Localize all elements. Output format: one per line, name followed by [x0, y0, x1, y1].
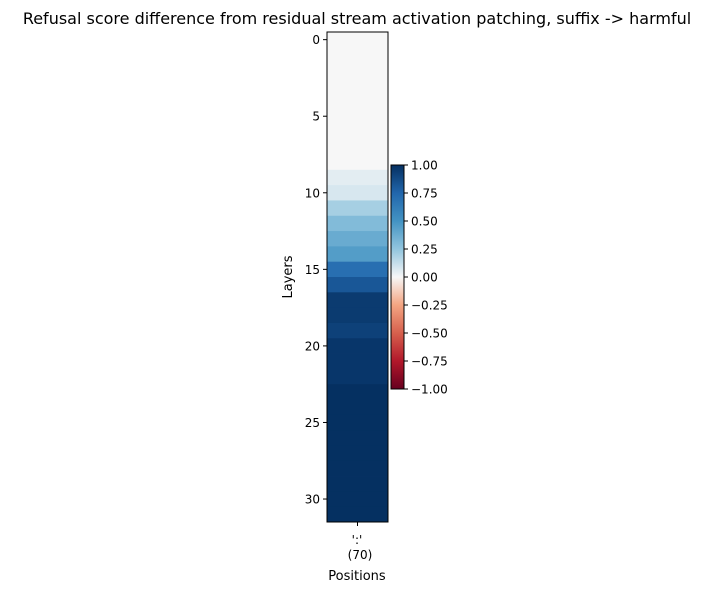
heatmap-cell: [327, 139, 388, 155]
y-tick-label: 5: [312, 110, 320, 124]
heatmap-cell: [327, 215, 388, 232]
colorbar-tick-label: 0.25: [411, 243, 438, 257]
colorbar-ticks: 1.00 0.75 0.50 0.25 0.00 −0.25 −0.50 −0.75 −1.00: [404, 159, 448, 397]
y-axis-label: Layers: [281, 255, 296, 298]
x-axis-label: Positions: [328, 569, 386, 584]
heatmap-cell: [327, 231, 388, 247]
heatmap-cell: [327, 430, 388, 446]
colorbar-tick-label: −0.25: [411, 299, 448, 313]
colorbar-tick-label: 0.50: [411, 215, 438, 229]
y-axis: 0 5 10 15 20 25 30: [305, 33, 327, 507]
y-tick-label: 20: [305, 339, 320, 353]
y-tick-label: 30: [305, 493, 320, 507]
heatmap-cell: [327, 307, 388, 324]
heatmap-cell: [327, 491, 388, 508]
heatmap-cell: [327, 77, 388, 94]
y-tick-label: 0: [312, 33, 320, 47]
chart-title: Refusal score difference from residual s…: [23, 9, 691, 28]
colorbar-tick-label: 1.00: [411, 159, 438, 173]
heatmap-cell: [327, 460, 388, 477]
heatmap-cell: [327, 185, 388, 201]
heatmap-cell: [327, 108, 388, 125]
heatmap-cell: [327, 414, 388, 431]
heatmap-cell: [327, 169, 388, 186]
colorbar-tick-label: −0.75: [411, 355, 448, 369]
heatmap-cell: [327, 93, 388, 109]
heatmap-cell: [327, 399, 388, 416]
heatmap-cell: [327, 476, 388, 492]
y-tick-label: 10: [305, 186, 320, 200]
colorbar-tick-label: 0.75: [411, 187, 438, 201]
heatmap-cell: [327, 123, 388, 140]
y-tick-label: 25: [305, 416, 320, 430]
y-tick-label: 15: [305, 263, 320, 277]
heatmap-cell: [327, 368, 388, 385]
heatmap-cell: [327, 506, 388, 523]
heatmap-cell: [327, 246, 388, 263]
colorbar-tick-label: 0.00: [411, 271, 438, 285]
heatmap-cell: [327, 62, 388, 79]
heatmap-cell: [327, 322, 388, 339]
colorbar-tick-label: −0.50: [411, 327, 448, 341]
heatmap-cell: [327, 154, 388, 171]
heatmap-cell: [327, 353, 388, 370]
heatmap-cell: [327, 384, 388, 400]
colorbar-tick-label: −1.00: [411, 383, 448, 397]
heatmap-cell: [327, 338, 388, 354]
heatmap-cell: [327, 261, 388, 278]
x-tick-label: ':' (70): [348, 533, 373, 562]
heatmap-cell: [327, 445, 388, 462]
heatmap-cell: [327, 32, 388, 48]
x-axis: ':' (70): [348, 522, 373, 562]
heatmap-cell: [327, 292, 388, 309]
heatmap-cell: [327, 200, 388, 217]
heatmap-cell: [327, 47, 388, 64]
heatmap-cells: [327, 32, 388, 523]
colorbar: [390, 164, 405, 390]
heatmap-cell: [327, 277, 388, 293]
